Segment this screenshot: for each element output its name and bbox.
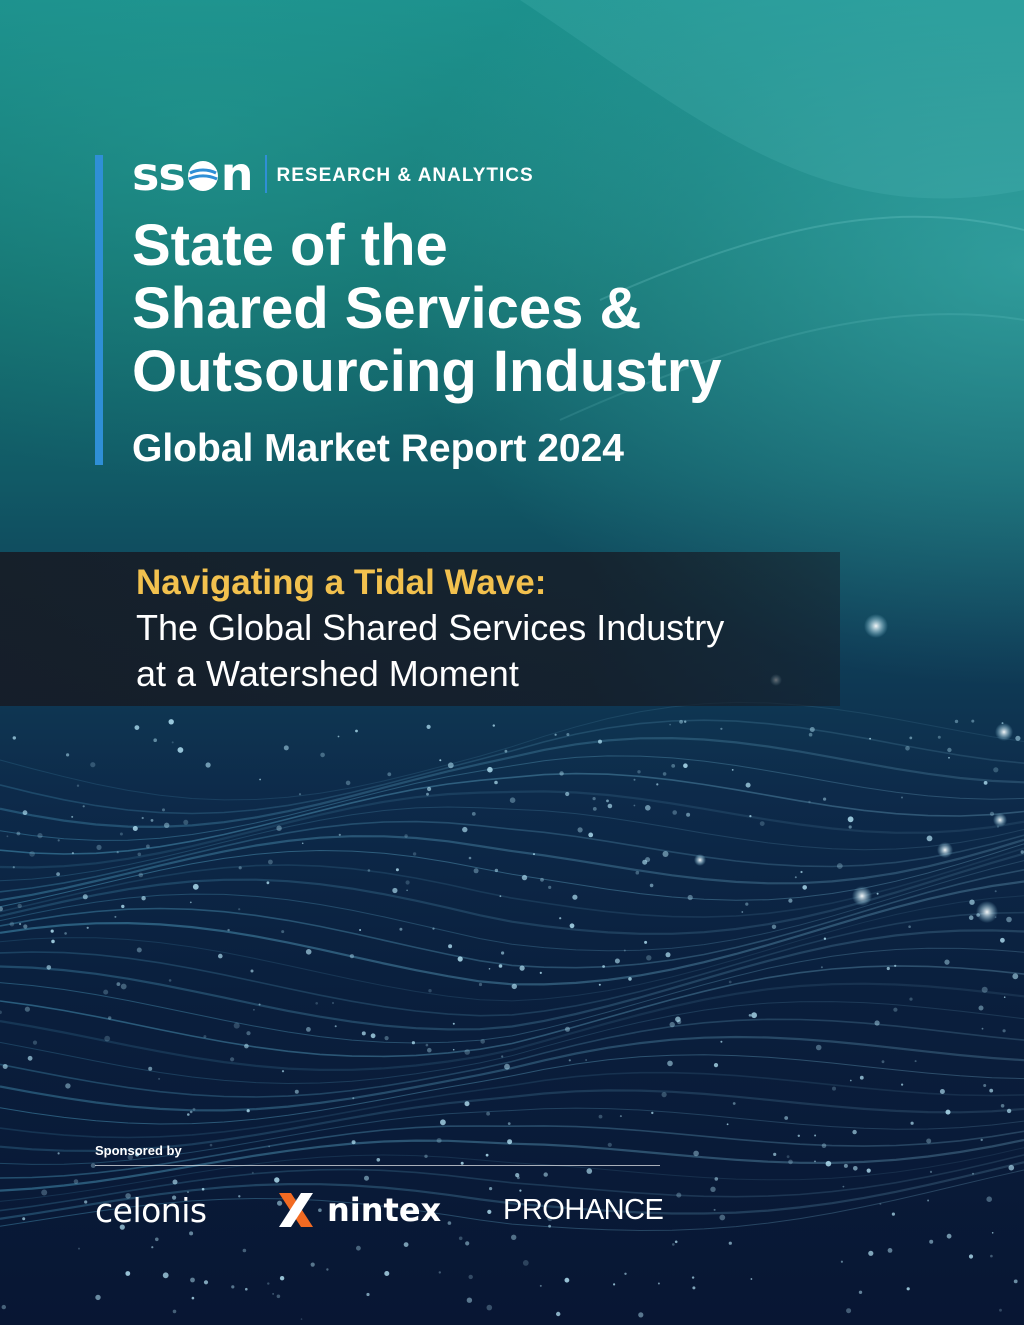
title-line-3: Outsourcing Industry [132,339,722,404]
tagline-text: Navigating a Tidal Wave: The Global Shar… [136,561,836,697]
logo-divider [264,155,267,193]
celonis-wordmark: celonis [95,1190,207,1230]
nintex-logo: nintex [275,1185,441,1235]
sponsor-label: Sponsored by [95,1143,182,1158]
prohance-logo: PROHANCE [503,1185,664,1235]
nintex-wordmark: nintex [327,1191,442,1229]
title-line-1: State of the [132,213,448,278]
tagline-highlight: Navigating a Tidal Wave: [136,563,547,602]
sponsor-divider [95,1165,660,1166]
ssonlogo-header: ss n RESEARCH & ANALYTICS [132,150,534,198]
division-label: RESEARCH & ANALYTICS [276,165,534,186]
sson-logo-text-n: n [220,147,254,201]
nintex-x-icon [279,1193,313,1227]
report-subtitle: Global Market Report 2024 [132,427,624,470]
prohance-wordmark: PROHANCE [503,1193,664,1226]
celonis-logo: celonis [95,1185,207,1235]
tagline-line-2: at a Watershed Moment [136,653,519,694]
title-line-2: Shared Services & [132,276,642,341]
tagline-line-1: The Global Shared Services Industry [136,607,725,648]
sson-logo: ss n [132,147,254,201]
report-title: State of the Shared Services & Outsourci… [132,214,832,403]
globe-icon [187,161,218,191]
tagline-band [0,552,840,706]
title-accent-bar [95,155,103,465]
sson-logo-text-ss: ss [132,147,186,201]
